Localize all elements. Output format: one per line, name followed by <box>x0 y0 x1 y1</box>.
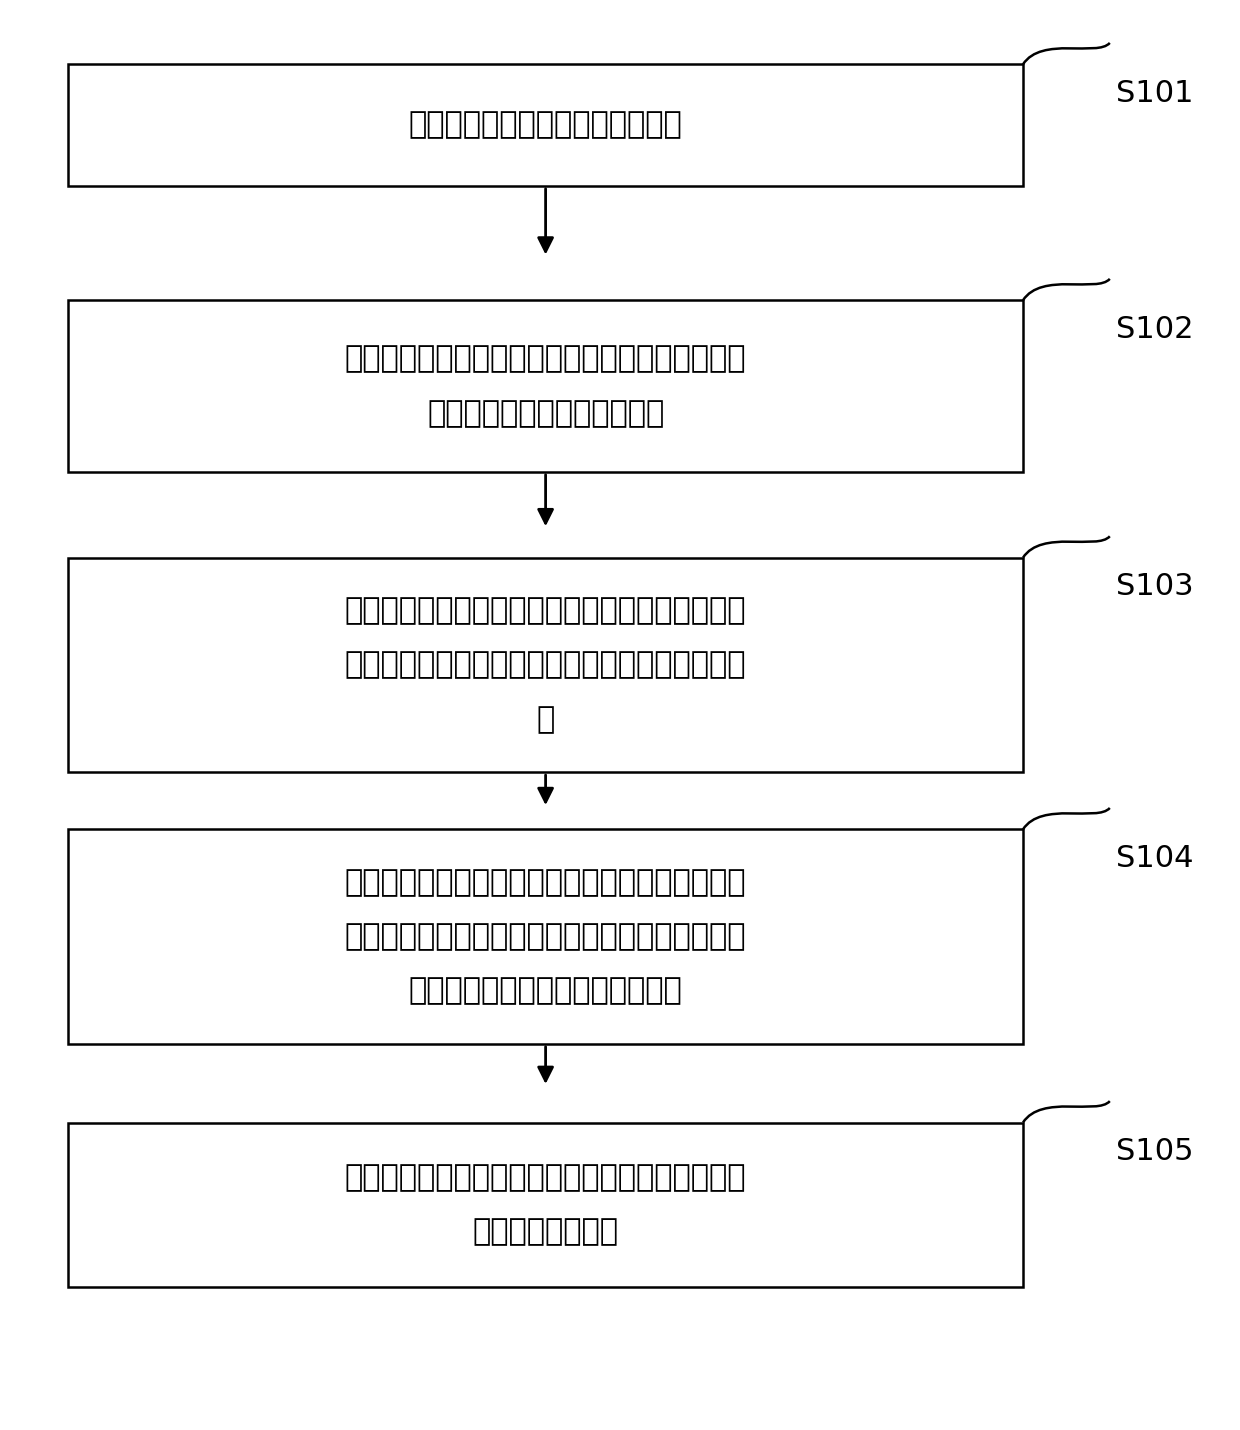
Bar <box>68 558 1023 772</box>
Text: 对所述多个电池块进行分组，得到多个第一电池块: 对所述多个电池块进行分组，得到多个第一电池块 <box>345 651 746 679</box>
Bar <box>68 829 1023 1044</box>
Text: S104: S104 <box>1116 844 1193 872</box>
Text: 对每个所述电池块进行电性能测试，得到每个所述: 对每个所述电池块进行电性能测试，得到每个所述 <box>345 345 746 373</box>
Text: S101: S101 <box>1116 79 1193 107</box>
Text: 电池块的效率和最大工作电流: 电池块的效率和最大工作电流 <box>427 399 665 428</box>
Text: 将太阳能电池片切割成多个电池块: 将太阳能电池片切割成多个电池块 <box>409 110 682 140</box>
Text: 根据所述电池块的效率和预先设定的多个效率区间: 根据所述电池块的效率和预先设定的多个效率区间 <box>345 596 746 625</box>
Text: 电流区间对每个所述第一电池块组内的多个电池块: 电流区间对每个所述第一电池块组内的多个电池块 <box>345 922 746 951</box>
Text: 根据所述电池块的最大工作电流和预先设定的多个: 根据所述电池块的最大工作电流和预先设定的多个 <box>345 868 746 897</box>
Text: S102: S102 <box>1116 315 1193 343</box>
Text: S105: S105 <box>1116 1137 1193 1165</box>
Text: 个太阳能电池组件: 个太阳能电池组件 <box>472 1217 619 1247</box>
Bar <box>68 1123 1023 1287</box>
Text: 采用同一个所述第二电池块组内的电池块制作成一: 采用同一个所述第二电池块组内的电池块制作成一 <box>345 1163 746 1193</box>
Text: 进行分组，得到多个第二电池块组: 进行分组，得到多个第二电池块组 <box>409 977 682 1005</box>
Bar <box>68 300 1023 472</box>
Text: 组: 组 <box>537 705 554 734</box>
Bar <box>68 64 1023 186</box>
Text: S103: S103 <box>1116 572 1194 601</box>
